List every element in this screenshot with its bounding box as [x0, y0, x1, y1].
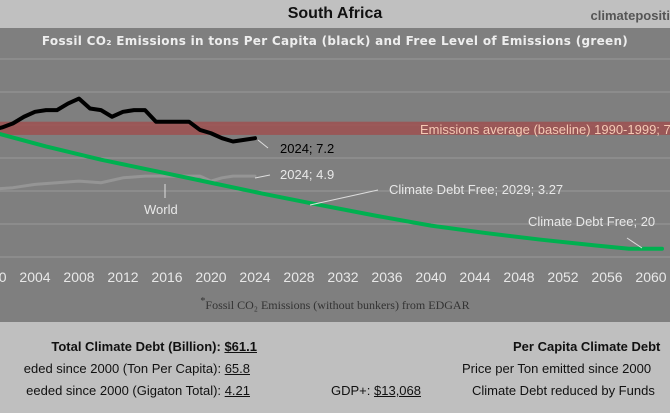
baseline-band [0, 121, 670, 135]
title-bar [0, 0, 670, 28]
x-tick-label: 2048 [503, 269, 534, 285]
leader-line [309, 189, 379, 206]
country-emissions-line [0, 96, 257, 144]
x-tick-label: 2012 [107, 269, 138, 285]
chart-subtitle: Fossil CO₂ Emissions in tons Per Capita … [41, 34, 629, 48]
chart-title-country: South Africa [287, 5, 383, 22]
exceeded-gigaton: eeded since 2000 (Gigaton Total): 4.21 [26, 383, 250, 398]
total-value: $61.1 [224, 339, 257, 354]
country-end-label: 2024; 7.2 [280, 141, 334, 156]
leader-line [626, 237, 643, 249]
footnote-text: Fossil CO₂ Emissions (without bunkers) f… [205, 298, 470, 312]
x-tick-label: 2020 [195, 269, 226, 285]
giga-label: eeded since 2000 (Gigaton Total): [26, 383, 222, 398]
debt-free-label-1: Climate Debt Free; 2029; 3.27 [389, 182, 563, 197]
baseline-label: Emissions average (baseline) 1990-1999; … [420, 122, 670, 137]
ton-label: eded since 2000 (Ton Per Capita): [23, 361, 222, 376]
price-per-ton: Price per Ton emitted since 2000 [462, 361, 652, 376]
debt-reduced-by-funds: Climate Debt reduced by Funds [472, 383, 655, 398]
total-label: Total Climate Debt (Billion): [51, 339, 221, 354]
world-label: World [144, 202, 178, 217]
x-tick-label: 2024 [239, 269, 270, 285]
x-tick-label: 2036 [371, 269, 402, 285]
x-tick-label: 2008 [63, 269, 94, 285]
x-tick-label: 2000 [0, 269, 7, 285]
chart-area [0, 28, 670, 322]
free-emissions-line [0, 131, 664, 251]
x-tick-label: 2044 [459, 269, 490, 285]
gdp-label: GDP+: [331, 383, 371, 398]
giga-value: 4.21 [224, 383, 250, 398]
x-tick-label: 2028 [283, 269, 314, 285]
x-tick-label: 2052 [547, 269, 578, 285]
x-tick-label: 2056 [591, 269, 622, 285]
exceeded-ton-per-capita: eded since 2000 (Ton Per Capita): 65.8 [24, 361, 250, 376]
footnote: *Fossil CO₂ Emissions (without bunkers) … [0, 296, 670, 313]
gdp-value: $13,068 [374, 383, 421, 398]
x-tick-label: 2060 [635, 269, 666, 285]
leader-line [254, 174, 271, 179]
debt-free-label-2: Climate Debt Free; 20 [528, 214, 655, 229]
world-end-label: 2024; 4.9 [280, 167, 334, 182]
x-tick-label: 2016 [151, 269, 182, 285]
ton-value: 65.8 [224, 361, 250, 376]
brand-watermark: climatepositi [590, 8, 670, 23]
world-emissions-line [0, 174, 257, 191]
gdp: GDP+: $13,068 [331, 383, 421, 398]
leader-line [257, 139, 269, 149]
x-tick-label: 2004 [19, 269, 50, 285]
total-climate-debt: Total Climate Debt (Billion): $61.1 [51, 339, 257, 354]
footnote-mark: * [200, 296, 206, 307]
x-tick-label: 2040 [415, 269, 446, 285]
x-tick-label: 2032 [327, 269, 358, 285]
per-capita-climate-debt: Per Capita Climate Debt [513, 339, 661, 354]
